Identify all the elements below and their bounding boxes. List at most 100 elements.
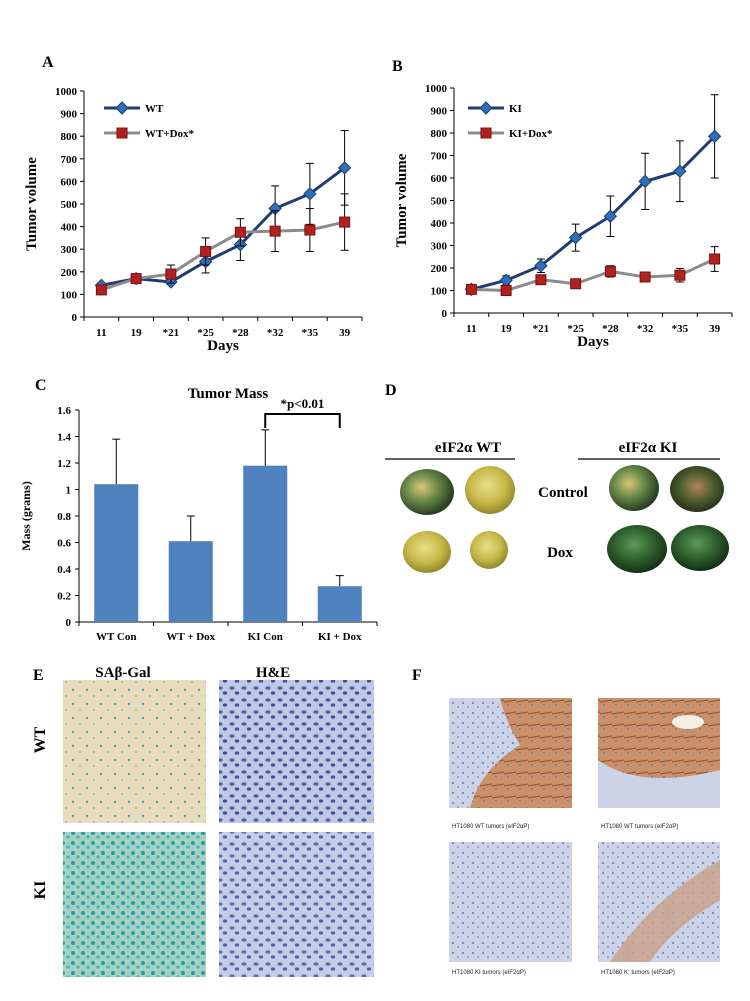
legend-label: WT+Dox* — [145, 128, 195, 140]
x-tick-label: *21 — [533, 323, 550, 335]
x-axis-title: Days — [207, 338, 239, 354]
legend-label: KI — [509, 103, 522, 115]
panel-label-f: F — [412, 667, 422, 684]
x-tick-label: *25 — [197, 327, 214, 339]
wt-header: eIF2α WT — [435, 440, 501, 456]
caption-wt-2: HT1080 WT tumors (eIF2αP) — [601, 824, 678, 830]
series-wt-dox-: WT+Dox* — [95, 127, 351, 296]
series-line — [470, 135, 716, 291]
data-point — [200, 245, 212, 257]
x-tick-label: WT Con — [96, 631, 136, 643]
y-tick-label: 500 — [431, 196, 448, 208]
y-tick-label: 300 — [61, 244, 78, 256]
x-tick-label: *28 — [232, 327, 249, 339]
legend-marker — [479, 101, 493, 115]
y-tick-label: 700 — [431, 151, 448, 163]
row-label-dox: Dox — [547, 545, 573, 561]
x-tick-label: *25 — [567, 323, 584, 335]
series-line — [471, 257, 716, 293]
x-tick-label: KI + Dox — [318, 631, 362, 643]
micrograph-wt-sabgal — [63, 680, 206, 823]
y-tick-label: 0.2 — [57, 591, 71, 603]
bar — [168, 541, 213, 622]
data-point — [234, 226, 246, 238]
y-tick-label: 400 — [61, 222, 78, 234]
data-point — [709, 253, 721, 265]
caption-wt-1: HT1080 WT tumors (eIF2αP) — [452, 824, 529, 830]
chart-title: Tumor Mass — [188, 386, 269, 402]
tumor-wt-control-1 — [400, 469, 454, 515]
tumor-ki-dox-2 — [671, 525, 729, 571]
series-ki-dox-: KI+Dox* — [465, 127, 721, 296]
significance-bracket — [264, 413, 341, 428]
data-point — [304, 224, 316, 236]
data-point — [499, 273, 513, 288]
y-tick-label: 1 — [66, 485, 72, 497]
data-point — [95, 284, 107, 296]
data-point — [303, 187, 317, 201]
y-tick-label: 800 — [431, 128, 448, 140]
y-tick-label: 0.4 — [57, 564, 71, 576]
y-tick-label: 800 — [61, 131, 78, 143]
legend-marker — [116, 127, 128, 139]
tumor-ki-control-1 — [609, 465, 659, 511]
legend-marker — [115, 101, 129, 115]
y-tick-label: 600 — [61, 176, 78, 188]
tumor-wt-dox-1 — [403, 531, 451, 573]
bar — [94, 484, 139, 622]
tumor-ki-control-2 — [670, 466, 724, 512]
ihc-ki-1 — [449, 842, 572, 962]
x-tick-label: *35 — [302, 327, 319, 339]
y-tick-label: 100 — [431, 286, 448, 298]
data-point — [674, 269, 686, 281]
panel-label-d: D — [385, 382, 397, 399]
data-point — [673, 164, 687, 178]
legend-marker — [480, 127, 492, 139]
data-point — [337, 161, 352, 175]
bar — [243, 465, 288, 622]
chart-c: Tumor Mass 0 0.2 0.4 0.6 0.8 1 1.2 1.4 1.6 WT Con W… — [19, 386, 378, 643]
ihc-wt-1-stain — [470, 698, 572, 808]
ihc-ki-2-stain — [610, 860, 720, 962]
data-point — [707, 129, 722, 144]
data-point — [465, 283, 477, 295]
tumor-photos — [400, 465, 729, 573]
x-tick-label: 19 — [501, 323, 513, 335]
y-tick-label: 1.2 — [57, 458, 71, 470]
caption-ki-1: HT1080 KI tumors (eIF2αP) — [452, 970, 526, 976]
x-tick-label: *21 — [163, 327, 180, 339]
y-tick-label: 100 — [61, 289, 78, 301]
data-point — [535, 274, 547, 286]
y-tick-label: 900 — [431, 106, 448, 118]
tumor-ki-dox-1 — [607, 525, 667, 573]
x-tick-label: KI Con — [248, 631, 283, 643]
legend-label: KI+Dox* — [509, 128, 553, 140]
y-tick-label: 0 — [442, 308, 448, 320]
series-ki: KI — [464, 94, 722, 297]
y-tick-label: 300 — [431, 241, 448, 253]
bar — [317, 586, 362, 622]
y-tick-label: 200 — [431, 263, 448, 275]
data-point — [534, 259, 548, 273]
row-label-control: Control — [538, 485, 588, 501]
data-point — [603, 209, 618, 223]
significance-label: *p<0.01 — [281, 396, 325, 411]
micrograph-ki-he — [219, 832, 374, 977]
ihc-wt-2-gap — [672, 715, 704, 729]
x-tick-label: 39 — [339, 327, 351, 339]
panel-label-c: C — [35, 377, 47, 394]
col-label-he: H&E — [256, 665, 290, 681]
y-tick-label: 600 — [431, 173, 448, 185]
x-tick-label: *32 — [637, 323, 654, 335]
chart-a: 0 100 200 300 400 500 600 700 800 900 1000 11 19 *21 *… — [24, 86, 363, 354]
panel-label-e: E — [33, 667, 44, 684]
y-tick-label: 1000 — [55, 86, 78, 98]
tumor-wt-control-2 — [465, 466, 515, 514]
row-label-wt: WT — [32, 726, 49, 753]
data-point — [500, 285, 512, 296]
y-axis-title: Mass (grams) — [19, 481, 33, 551]
series-line — [100, 220, 345, 292]
x-tick-label: *28 — [602, 323, 619, 335]
y-tick-label: 500 — [61, 199, 78, 211]
